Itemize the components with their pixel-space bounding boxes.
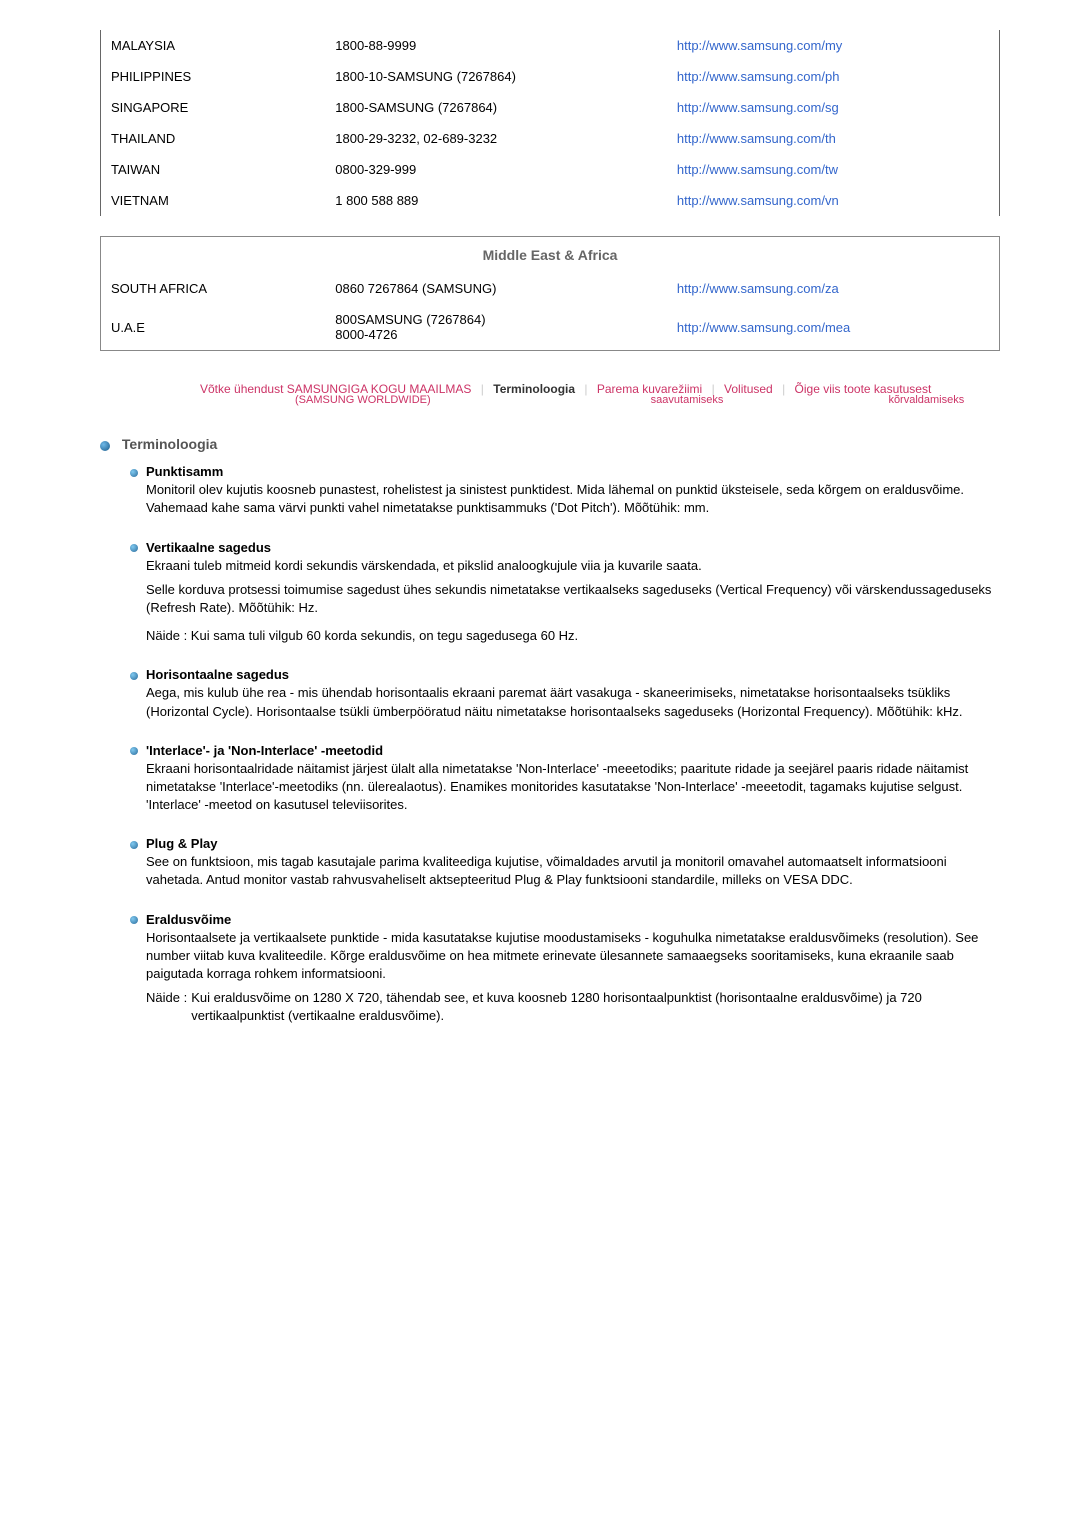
url-cell: http://www.samsung.com/my [667,30,1000,61]
bullet-icon [130,841,138,849]
term-paragraph: Näide : Kui sama tuli vilgub 60 korda se… [146,627,1000,645]
country-cell: SOUTH AFRICA [101,273,326,304]
term-body: Horisontaalsete ja vertikaalsete punktid… [146,929,1000,1026]
nav-sep-icon: | [584,382,587,396]
breadcrumb-nav: Võtke ühendust SAMSUNGIGA KOGU MAAILMAS … [200,381,1000,406]
url-cell: http://www.samsung.com/tw [667,154,1000,185]
country-cell: PHILIPPINES [101,61,326,92]
nav-sep-icon: | [481,382,484,396]
table-row: SOUTH AFRICA0860 7267864 (SAMSUNG) http:/… [101,273,1000,304]
term-paragraph: Horisontaalsete ja vertikaalsete punktid… [146,929,1000,984]
nav-sep-icon: | [782,382,785,396]
phone-cell: 1800-88-9999 [325,30,667,61]
country-cell: VIETNAM [101,185,326,216]
example-label: Näide : [146,989,187,1025]
website-link[interactable]: http://www.samsung.com/vn [677,193,839,208]
country-cell: TAIWAN [101,154,326,185]
nav-correct-sub: kõrvaldamiseks [888,394,964,406]
country-cell: MALAYSIA [101,30,326,61]
contacts-table-top: MALAYSIA1800-88-9999 http://www.samsung.c… [100,30,1000,216]
bullet-icon [130,916,138,924]
phone-cell: 800SAMSUNG (7267864) 8000-4726 [325,304,667,351]
example-text: Kui eraldusvõime on 1280 X 720, tähendab… [191,989,1000,1025]
term-body: Monitoril olev kujutis koosneb punastest… [146,481,1000,517]
term-title: Plug & Play [130,836,1000,851]
term-title: Vertikaalne sagedus [130,540,1000,555]
country-cell: U.A.E [101,304,326,351]
region-mea-title: Middle East & Africa [101,237,1000,274]
term-title: Punktisamm [130,464,1000,479]
phone-cell: 1800-29-3232, 02-689-3232 [325,123,667,154]
term-body: Ekraani horisontaalridade näitamist järj… [146,760,1000,815]
term-block: 'Interlace'- ja 'Non-Interlace' -meetodi… [130,743,1000,815]
term-block: Punktisamm Monitoril olev kujutis koosneb… [130,464,1000,517]
bullet-icon [130,469,138,477]
bullet-icon [130,672,138,680]
term-paragraph: Selle korduva protsessi toimumise sagedu… [146,581,1000,617]
nav-worldwide-sub: (SAMSUNG WORLDWIDE) [295,394,431,406]
term-body: Aega, mis kulub ühe rea - mis ühendab ho… [146,684,1000,720]
phone-cell: 0800-329-999 [325,154,667,185]
table-row: PHILIPPINES1800-10-SAMSUNG (7267864) http… [101,61,1000,92]
section-title: Terminoloogia [100,436,1000,452]
url-cell: http://www.samsung.com/mea [667,304,1000,351]
phone-cell: 0860 7267864 (SAMSUNG) [325,273,667,304]
term-paragraph: Ekraani tuleb mitmeid kordi sekundis vär… [146,557,1000,575]
website-link[interactable]: http://www.samsung.com/th [677,131,836,146]
term-block: Vertikaalne sagedus Ekraani tuleb mitmeid… [130,540,1000,646]
terminology-section: Terminoloogia Punktisamm Monitoril olev k… [100,436,1000,1025]
url-cell: http://www.samsung.com/ph [667,61,1000,92]
bullet-icon [130,544,138,552]
term-block: Eraldusvõime Horisontaalsete ja vertikaal… [130,912,1000,1026]
table-row: SINGAPORE1800-SAMSUNG (7267864) http://ww… [101,92,1000,123]
phone-cell: 1800-10-SAMSUNG (7267864) [325,61,667,92]
country-cell: THAILAND [101,123,326,154]
term-title: Eraldusvõime [130,912,1000,927]
nav-auth[interactable]: Volitused [724,382,773,396]
term-paragraph: Monitoril olev kujutis koosneb punastest… [146,481,1000,517]
table-row: THAILAND1800-29-3232, 02-689-3232 http://… [101,123,1000,154]
website-link[interactable]: http://www.samsung.com/mea [677,320,850,335]
contacts-table-mea: Middle East & Africa SOUTH AFRICA0860 72… [100,236,1000,351]
table-row: U.A.E800SAMSUNG (7267864) 8000-4726 http:… [101,304,1000,351]
table-row: TAIWAN0800-329-999 http://www.samsung.com… [101,154,1000,185]
term-body: Ekraani tuleb mitmeid kordi sekundis vär… [146,557,1000,646]
website-link[interactable]: http://www.samsung.com/ph [677,69,840,84]
term-block: Plug & Play See on funktsioon, mis tagab … [130,836,1000,889]
url-cell: http://www.samsung.com/vn [667,185,1000,216]
term-title: 'Interlace'- ja 'Non-Interlace' -meetodi… [130,743,1000,758]
phone-cell: 1800-SAMSUNG (7267864) [325,92,667,123]
term-paragraph: See on funktsioon, mis tagab kasutajale … [146,853,1000,889]
country-cell: SINGAPORE [101,92,326,123]
term-paragraph: Aega, mis kulub ühe rea - mis ühendab ho… [146,684,1000,720]
section-title-text: Terminoloogia [122,436,217,452]
phone-cell: 1 800 588 889 [325,185,667,216]
website-link[interactable]: http://www.samsung.com/za [677,281,839,296]
table-row: VIETNAM1 800 588 889 http://www.samsung.c… [101,185,1000,216]
nav-terminology[interactable]: Terminoloogia [493,382,575,396]
nav-display-sub: saavutamiseks [651,394,724,406]
url-cell: http://www.samsung.com/th [667,123,1000,154]
table-row: MALAYSIA1800-88-9999 http://www.samsung.c… [101,30,1000,61]
term-title: Horisontaalne sagedus [130,667,1000,682]
url-cell: http://www.samsung.com/za [667,273,1000,304]
bullet-icon [100,441,110,451]
website-link[interactable]: http://www.samsung.com/sg [677,100,839,115]
url-cell: http://www.samsung.com/sg [667,92,1000,123]
example-row: Näide :Kui eraldusvõime on 1280 X 720, t… [146,989,1000,1025]
term-body: See on funktsioon, mis tagab kasutajale … [146,853,1000,889]
bullet-icon [130,747,138,755]
website-link[interactable]: http://www.samsung.com/my [677,38,842,53]
term-block: Horisontaalne sagedus Aega, mis kulub ühe… [130,667,1000,720]
term-paragraph: Ekraani horisontaalridade näitamist järj… [146,760,1000,815]
website-link[interactable]: http://www.samsung.com/tw [677,162,838,177]
